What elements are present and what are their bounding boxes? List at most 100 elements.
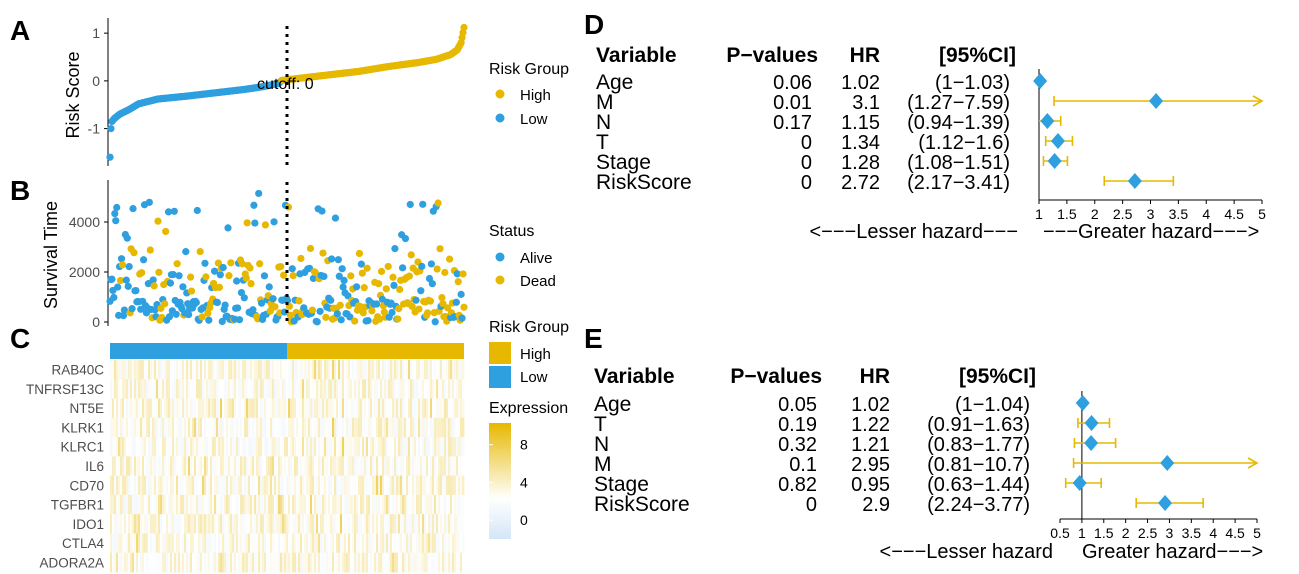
- heatmap-cell: [340, 379, 343, 399]
- heatmap-cell: [368, 456, 371, 477]
- heatmap-cell: [344, 417, 347, 438]
- heatmap-cell: [352, 360, 355, 380]
- heatmap-cell: [388, 417, 391, 438]
- forest-ci: (1.12−1.6): [918, 132, 1010, 154]
- heatmap-cell: [266, 398, 269, 419]
- heatmap-cell: [312, 379, 315, 399]
- heatmap-cell: [234, 552, 237, 573]
- survival-point-dead: [368, 307, 376, 315]
- heatmap-cell: [322, 494, 325, 515]
- heatmap-cell: [162, 360, 165, 380]
- heatmap-cell: [306, 398, 309, 419]
- heatmap-cell: [362, 552, 365, 573]
- heatmap-cell: [290, 552, 293, 573]
- heatmap-cell: [200, 533, 203, 554]
- heatmap-cell: [112, 398, 115, 419]
- heatmap-cell: [206, 552, 209, 573]
- heatmap-cell: [398, 494, 401, 515]
- survival-point-dead: [322, 313, 330, 321]
- heatmap-cell: [262, 398, 265, 419]
- heatmap-cell: [304, 552, 307, 573]
- survival-point-alive: [428, 280, 436, 288]
- heatmap-cell: [428, 494, 431, 515]
- heatmap-cell: [296, 417, 299, 438]
- panel-a-ytick-label: 0: [92, 73, 100, 89]
- forest-ci: (0.81−10.7): [927, 454, 1030, 476]
- heatmap-cell: [120, 552, 123, 573]
- heatmap-cell: [206, 494, 209, 515]
- heatmap-cell: [208, 456, 211, 477]
- heatmap-cell: [352, 379, 355, 399]
- forest-pvalue: 0.32: [778, 434, 817, 456]
- heatmap-cell: [336, 360, 339, 380]
- survival-point-dead: [336, 301, 344, 309]
- survival-point-alive: [237, 288, 246, 297]
- heatmap-cell: [164, 379, 167, 399]
- survival-point-alive: [419, 200, 427, 208]
- survival-point-alive: [412, 296, 420, 304]
- heatmap-cell: [300, 514, 303, 534]
- heatmap-cell: [252, 494, 255, 515]
- heatmap-cell: [268, 398, 271, 419]
- heatmap-cell: [156, 475, 159, 496]
- heatmap-cell: [440, 552, 443, 573]
- heatmap-cell: [324, 533, 327, 554]
- heatmap-cell: [388, 475, 391, 496]
- heatmap-cell: [132, 494, 135, 515]
- forest-ci: (0.94−1.39): [907, 112, 1010, 134]
- heatmap-cell: [218, 514, 221, 534]
- heatmap-cell: [344, 456, 347, 477]
- heatmap-cell: [218, 475, 221, 496]
- panel-e-forest: Variable P−values HR [95%CI]Age 0.05 1.02 (1−1…: [594, 365, 1263, 563]
- heatmap-cell: [178, 398, 181, 419]
- heatmap-cell: [148, 360, 151, 380]
- heatmap-cell: [460, 437, 463, 457]
- heatmap-cell: [442, 552, 445, 573]
- heatmap-cell: [262, 514, 265, 534]
- heatmap-cell: [224, 398, 227, 419]
- heatmap-cell: [378, 379, 381, 399]
- heatmap-cell: [138, 514, 141, 534]
- heatmap-cell: [170, 514, 173, 534]
- heatmap-cell: [372, 533, 375, 554]
- heatmap-cell: [442, 398, 445, 419]
- heatmap-cell: [342, 360, 345, 380]
- heatmap-cell: [178, 360, 181, 380]
- heatmap-cell: [284, 533, 287, 554]
- heatmap-cell: [258, 379, 261, 399]
- expression-tick-label: 4: [520, 474, 528, 490]
- heatmap-cell: [414, 552, 417, 573]
- heatmap-cell: [114, 533, 117, 554]
- heatmap-cell: [114, 437, 117, 457]
- heatmap-cell: [132, 398, 135, 419]
- heatmap-cell: [422, 360, 425, 380]
- heatmap-cell: [286, 456, 289, 477]
- heatmap-cell: [436, 514, 439, 534]
- heatmap-cell: [184, 417, 187, 438]
- survival-point-alive: [357, 260, 365, 268]
- heatmap-cell: [234, 494, 237, 515]
- heatmap-cell: [306, 475, 309, 496]
- heatmap-cell: [206, 379, 209, 399]
- forest-hr: 1.02: [851, 394, 890, 416]
- heatmap-cell: [126, 475, 129, 496]
- heatmap-cell: [246, 552, 249, 573]
- heatmap-cell: [216, 552, 219, 573]
- heatmap-cell: [252, 398, 255, 419]
- heatmap-cell: [446, 379, 449, 399]
- heatmap-cell: [204, 552, 207, 573]
- heatmap-cell: [234, 360, 237, 380]
- heatmap-cell: [146, 514, 149, 534]
- heatmap-cell: [200, 514, 203, 534]
- survival-point-dead: [225, 272, 233, 280]
- heatmap-cell: [248, 494, 251, 515]
- heatmap-cell: [304, 456, 307, 477]
- panel-b-ylabel: Survival Time: [41, 201, 61, 309]
- heatmap-cell: [376, 379, 379, 399]
- heatmap-cell: [292, 552, 295, 573]
- heatmap-cell: [194, 417, 197, 438]
- heatmap-cell: [310, 417, 313, 438]
- heatmap-cell: [160, 456, 163, 477]
- heatmap-cell: [236, 494, 239, 515]
- heatmap-cell: [224, 437, 227, 457]
